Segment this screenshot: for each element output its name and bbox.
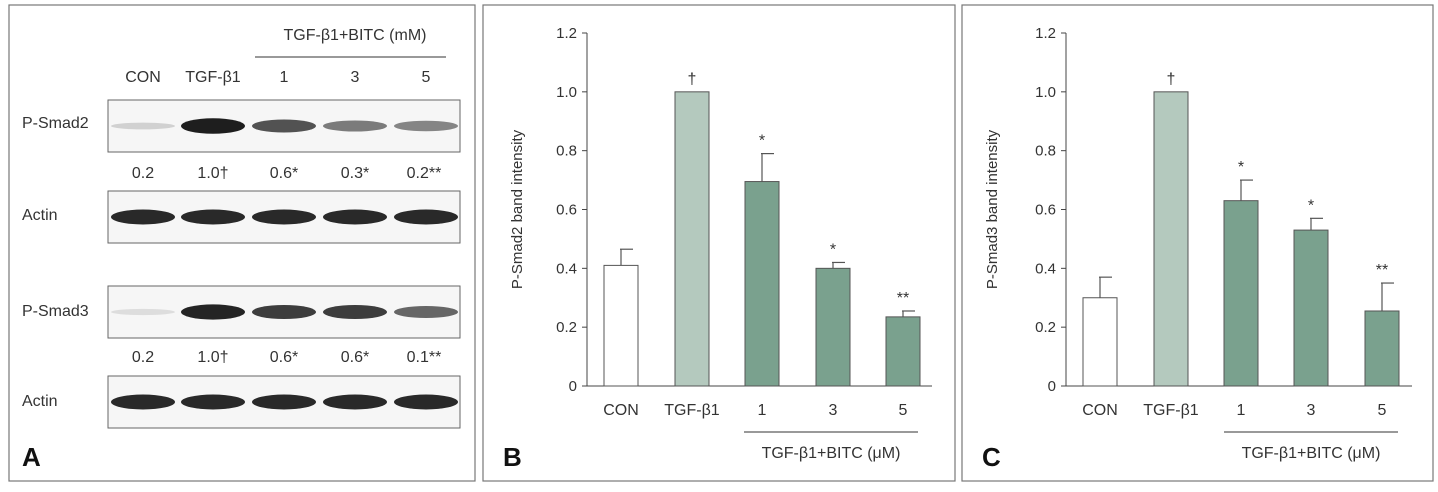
bar	[744, 181, 780, 387]
significance-marker: †	[1167, 71, 1176, 88]
x-tick-label: CON	[603, 402, 639, 419]
bar-chart-p-smad3: 0 0.2 0.4 0.6 0.8 1.0 1.2 P-Smad3 band intensit…	[984, 25, 1412, 462]
significance-marker: *	[830, 241, 836, 258]
panel-a: A TGF-β1+BITC (mM) CON TGF-β1 1 3 5 P-Sm…	[8, 4, 476, 482]
panel-c-letter: C	[982, 442, 1001, 472]
y-tick-label: 1.2	[556, 25, 577, 42]
blot-band	[394, 120, 458, 132]
quant-value: 0.6*	[341, 349, 369, 366]
x-tick-label: CON	[1082, 402, 1118, 419]
y-axis-label: P-Smad3 band intensity	[984, 129, 1001, 289]
bar	[674, 91, 710, 387]
blot-band	[323, 120, 387, 132]
blot-band	[181, 209, 245, 225]
blot-bands	[111, 394, 458, 410]
blot-label: Actin	[22, 393, 58, 410]
y-tick-label: 1.2	[1035, 25, 1056, 42]
x-tick-label: 3	[829, 402, 838, 419]
blot-band	[323, 305, 387, 319]
y-tick-label: 1.0	[1035, 84, 1056, 101]
blot-label: Actin	[22, 207, 58, 224]
y-tick-label: 0.2	[1035, 319, 1056, 336]
significance-marker: †	[688, 71, 697, 88]
bar	[1293, 229, 1329, 387]
x-tick-label: TGF-β1	[1143, 402, 1199, 419]
quant-value: 0.6*	[270, 165, 298, 182]
lane-label: TGF-β1	[185, 69, 241, 86]
bar	[1153, 91, 1189, 387]
significance-marker: **	[1376, 262, 1388, 279]
x-tick-label: 5	[899, 402, 908, 419]
group-label: TGF-β1+BITC (μM)	[1242, 445, 1381, 462]
blot-band	[323, 394, 387, 410]
lane-label: CON	[125, 69, 161, 86]
x-tick-label: 5	[1378, 402, 1387, 419]
quant-value: 0.2	[132, 349, 154, 366]
panel-a-letter: A	[22, 442, 41, 472]
blot-band	[394, 209, 458, 225]
y-axis-label: P-Smad2 band intensity	[509, 129, 526, 289]
panel-b-letter: B	[503, 442, 522, 472]
quant-value: 0.1**	[407, 349, 442, 366]
blot-bands	[111, 304, 458, 320]
blot-band	[252, 119, 316, 133]
quant-value: 1.0†	[197, 349, 228, 366]
significance-marker: *	[759, 133, 765, 150]
significance-marker: *	[1238, 159, 1244, 176]
y-tick-label: 0	[1048, 378, 1056, 395]
blot-band	[394, 306, 458, 318]
blot-band	[181, 394, 245, 410]
bar	[603, 264, 639, 387]
blot-bands	[111, 118, 458, 134]
blot-band	[111, 394, 175, 410]
lane-label: 1	[280, 69, 289, 86]
quant-value: 1.0†	[197, 165, 228, 182]
blot-band	[252, 394, 316, 410]
quant-value: 0.6*	[270, 349, 298, 366]
y-tick-label: 0.6	[556, 202, 577, 219]
quant-value: 0.3*	[341, 165, 369, 182]
blot-band	[252, 305, 316, 319]
y-tick-label: 0	[569, 378, 577, 395]
blot-band	[111, 122, 175, 130]
y-tick-label: 0.8	[1035, 143, 1056, 160]
blot-bands	[111, 209, 458, 225]
bar	[1364, 310, 1400, 387]
bar	[1082, 297, 1118, 387]
x-tick-label: 1	[1237, 402, 1246, 419]
blot-band	[111, 209, 175, 225]
blot-band	[181, 118, 245, 134]
panel-c: C 0 0.2 0.4 0.6 0.8 1.0 1.2 P-Smad3 band intens…	[961, 4, 1434, 482]
blot-band	[181, 304, 245, 320]
y-tick-label: 0.8	[556, 143, 577, 160]
x-tick-label: TGF-β1	[664, 402, 720, 419]
y-tick-label: 0.4	[556, 260, 577, 277]
lane-label: 5	[422, 69, 431, 86]
blot-band	[323, 209, 387, 225]
panel-b: B 0 0.2 0.4 0.6 0.8 1.0 1.2 P-Smad2 band intens…	[482, 4, 956, 482]
significance-marker: *	[1308, 197, 1314, 214]
blot-band	[394, 394, 458, 410]
bar	[885, 316, 921, 387]
x-tick-label: 3	[1307, 402, 1316, 419]
group-label: TGF-β1+BITC (μM)	[762, 445, 901, 462]
blot-label: P-Smad2	[22, 115, 89, 132]
blot-band	[252, 209, 316, 225]
y-tick-label: 0.4	[1035, 260, 1056, 277]
quant-value: 0.2**	[407, 165, 442, 182]
blot-band	[111, 308, 175, 316]
lane-label: 3	[351, 69, 360, 86]
panel-a-group-label: TGF-β1+BITC (mM)	[284, 27, 427, 44]
bar	[815, 267, 851, 387]
significance-marker: **	[897, 290, 909, 307]
y-tick-label: 1.0	[556, 84, 577, 101]
y-tick-label: 0.6	[1035, 202, 1056, 219]
bar-chart-p-smad2: 0 0.2 0.4 0.6 0.8 1.0 1.2 P-Smad2 band intensit…	[509, 25, 932, 462]
y-tick-label: 0.2	[556, 319, 577, 336]
x-tick-label: 1	[758, 402, 767, 419]
quant-value: 0.2	[132, 165, 154, 182]
bar	[1223, 200, 1259, 387]
blot-label: P-Smad3	[22, 303, 89, 320]
